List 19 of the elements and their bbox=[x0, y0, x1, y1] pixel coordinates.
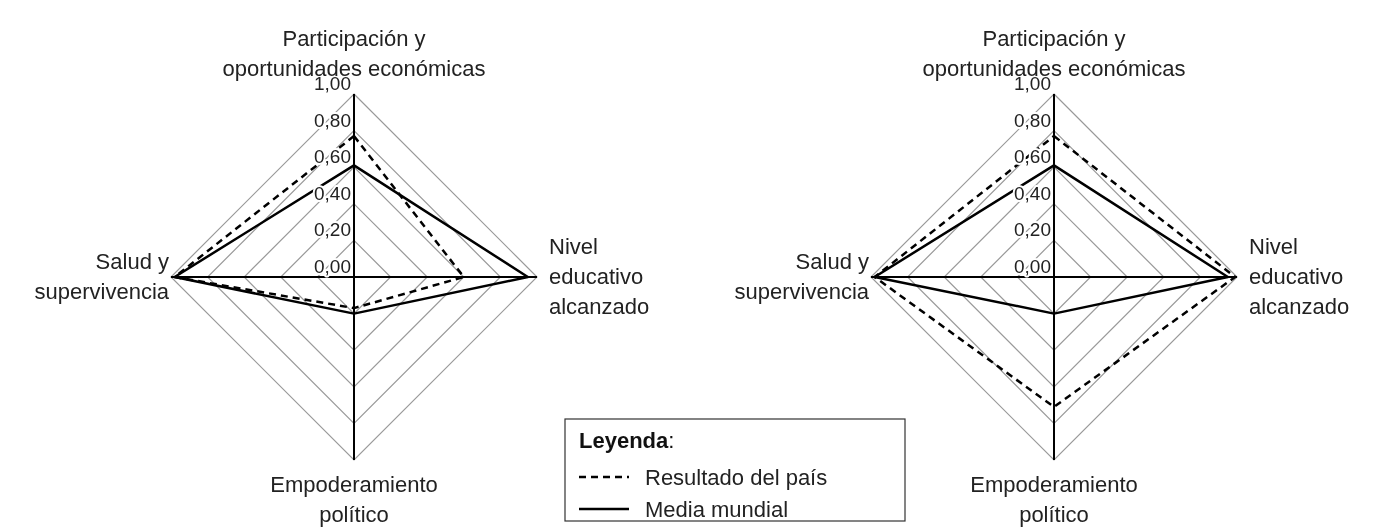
spoke-label: Nivel educativo alcanzado bbox=[1249, 234, 1350, 319]
y-tick-label: 0,40 bbox=[1014, 182, 1051, 204]
y-tick-label: 0,60 bbox=[1014, 146, 1051, 168]
legend-title: Leyenda: bbox=[579, 428, 675, 453]
y-tick-label: 0,60 bbox=[314, 146, 351, 168]
y-tick-label: 0,00 bbox=[314, 256, 351, 278]
y-tick-label: 0,80 bbox=[314, 109, 351, 131]
y-tick-label: 0,20 bbox=[1014, 219, 1051, 241]
spoke-label: Salud y supervivencia bbox=[34, 249, 170, 304]
y-tick-label: 0,40 bbox=[314, 182, 351, 204]
y-tick-label: 0,20 bbox=[314, 219, 351, 241]
legend-label: Resultado del país bbox=[645, 465, 828, 490]
y-tick-label: 0,80 bbox=[1014, 109, 1051, 131]
spoke-label: Empoderamiento político bbox=[970, 472, 1138, 527]
spoke-label: Nivel educativo alcanzado bbox=[549, 234, 650, 319]
y-tick-label: 0,00 bbox=[1014, 256, 1051, 278]
legend-label: Media mundial bbox=[645, 497, 789, 522]
spoke-label: Salud y supervivencia bbox=[734, 249, 870, 304]
spoke-label: Empoderamiento político bbox=[270, 472, 438, 527]
